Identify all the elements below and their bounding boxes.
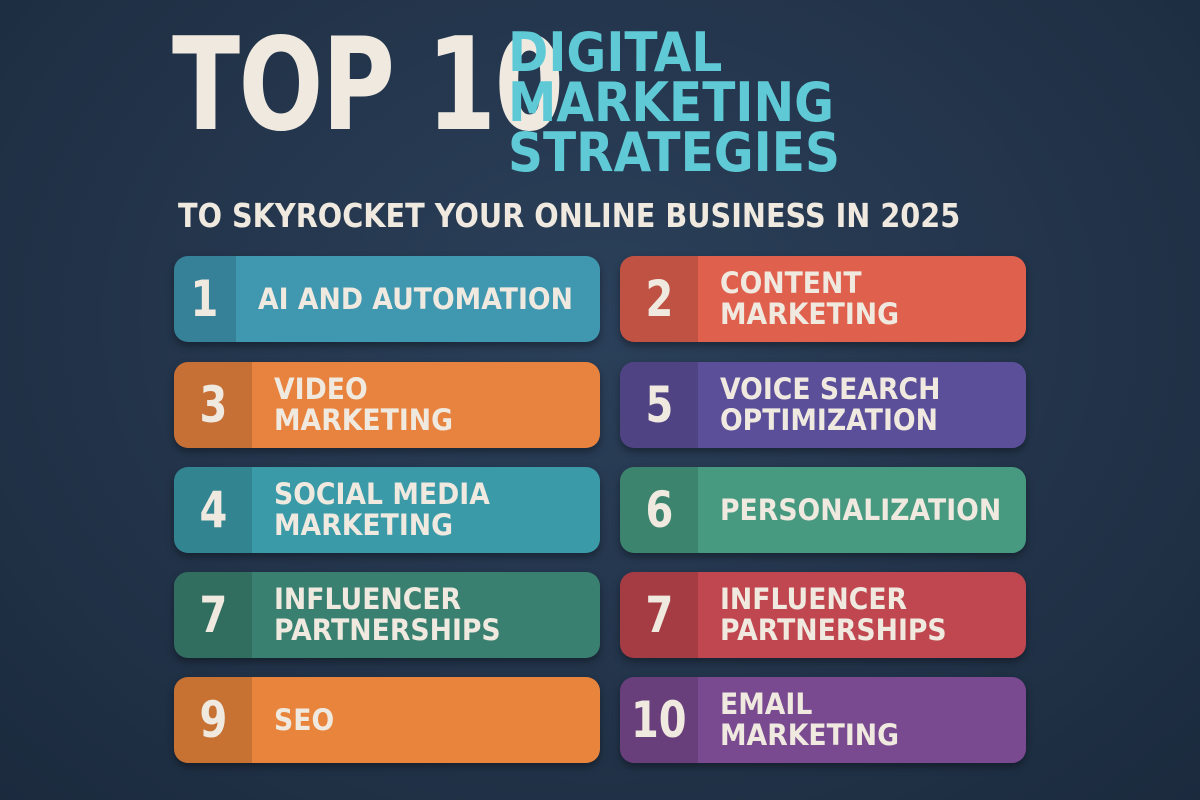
strategy-label-line: MARKETING: [720, 297, 899, 331]
strategy-number: 7: [620, 572, 698, 658]
strategy-label-line: VIDEO: [274, 372, 368, 406]
strategy-card: 1 AI AND AUTOMATION: [174, 256, 600, 342]
title-line: STRATEGIES: [508, 121, 840, 184]
strategy-number: 1: [174, 256, 236, 342]
strategy-label-line: SEO: [274, 702, 335, 737]
title-top-10: TOP 10: [172, 11, 564, 160]
title-line: MARKETING: [508, 71, 835, 134]
strategy-label-line: PARTNERSHIPS: [720, 613, 947, 647]
strategy-card: 4 SOCIAL MEDIA MARKETING: [174, 467, 600, 553]
strategy-card: 9 SEO: [174, 677, 600, 763]
strategy-card: 6 PERSONALIZATION: [620, 467, 1026, 553]
strategy-card: 3 VIDEO MARKETING: [174, 362, 600, 448]
strategy-label-line: EMAIL: [720, 687, 813, 721]
strategy-label: INFLUENCER PARTNERSHIPS: [698, 572, 1026, 658]
strategy-label-line: PERSONALIZATION: [720, 492, 1002, 527]
strategy-number-text: 7: [645, 586, 673, 644]
strategy-label: PERSONALIZATION: [698, 467, 1026, 553]
strategy-card: 2 CONTENT MARKETING: [620, 256, 1026, 342]
strategy-label-line: VOICE SEARCH: [720, 372, 941, 406]
strategy-number-text: 7: [199, 586, 227, 644]
strategy-label-line: INFLUENCER: [720, 582, 908, 616]
strategy-label-line: AI AND AUTOMATION: [257, 281, 573, 316]
strategy-number-text: 6: [645, 481, 673, 539]
strategy-label-line: CONTENT: [720, 266, 862, 300]
strategy-number-text: 5: [645, 376, 673, 434]
strategy-number-text: 2: [645, 270, 673, 328]
strategy-label-line: INFLUENCER: [274, 582, 462, 616]
strategy-number-text: 10: [631, 691, 687, 749]
strategy-card: 10 EMAIL MARKETING: [620, 677, 1026, 763]
strategy-number: 4: [174, 467, 252, 553]
strategy-label-line: OPTIMIZATION: [720, 403, 938, 437]
strategy-number: 2: [620, 256, 698, 342]
strategy-number: 9: [174, 677, 252, 763]
strategy-label: VIDEO MARKETING: [252, 362, 600, 448]
strategy-card: 5 VOICE SEARCH OPTIMIZATION: [620, 362, 1026, 448]
strategy-label: VOICE SEARCH OPTIMIZATION: [698, 362, 1026, 448]
strategy-number: 6: [620, 467, 698, 553]
strategy-label-line: MARKETING: [274, 508, 453, 542]
strategy-label: AI AND AUTOMATION: [236, 256, 600, 342]
strategy-label: EMAIL MARKETING: [698, 677, 1026, 763]
strategy-number: 5: [620, 362, 698, 448]
strategy-label-line: SOCIAL MEDIA: [274, 477, 490, 511]
strategy-number: 7: [174, 572, 252, 658]
strategy-label-line: MARKETING: [720, 718, 899, 752]
strategy-number: 10: [620, 677, 698, 763]
strategy-card: 7 INFLUENCER PARTNERSHIPS: [174, 572, 600, 658]
strategy-number-text: 4: [199, 481, 227, 539]
strategy-label-line: MARKETING: [274, 403, 453, 437]
strategy-number-text: 9: [199, 691, 227, 749]
strategy-number-text: 3: [199, 376, 227, 434]
strategy-label: SEO: [252, 677, 600, 763]
subtitle: TO SKYROCKET YOUR ONLINE BUSINESS IN 202…: [178, 196, 961, 235]
strategy-number-text: 1: [190, 270, 219, 328]
strategy-label-line: PARTNERSHIPS: [274, 613, 501, 647]
strategy-card: 7 INFLUENCER PARTNERSHIPS: [620, 572, 1026, 658]
strategy-label: CONTENT MARKETING: [698, 256, 1026, 342]
strategy-number: 3: [174, 362, 252, 448]
title-line: DIGITAL: [508, 21, 723, 84]
strategy-label: INFLUENCER PARTNERSHIPS: [252, 572, 600, 658]
title-digital-marketing-strategies: DIGITAL MARKETING STRATEGIES: [508, 21, 840, 184]
strategy-label: SOCIAL MEDIA MARKETING: [252, 467, 600, 553]
